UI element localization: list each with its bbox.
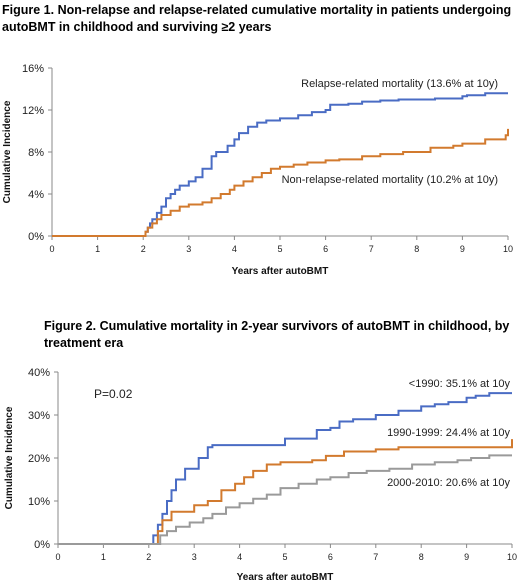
y-axis-label: Cumulative Incidence (4, 406, 15, 509)
x-axis-label: Years after autoBMT (237, 572, 334, 583)
x-tick-label: 8 (419, 552, 424, 562)
x-tick-label: 6 (323, 244, 328, 254)
y-tick-label: 40% (28, 367, 50, 379)
x-tick-label: 1 (101, 552, 106, 562)
series-label-pre1990: <1990: 35.1% at 10y (409, 378, 511, 390)
y-tick-label: 12% (22, 105, 44, 117)
y-tick-label: 20% (28, 453, 50, 465)
series-line-1990s (58, 439, 513, 545)
x-tick-label: 9 (464, 552, 469, 562)
series-line-pre1990 (58, 392, 512, 545)
series-label-nonrelapse: Non-relapse-related mortality (10.2% at … (282, 174, 498, 186)
x-tick-label: 7 (369, 244, 374, 254)
x-tick-label: 10 (503, 244, 513, 254)
series-line-relapse (52, 92, 508, 237)
x-tick-label: 3 (192, 552, 197, 562)
y-tick-label: 30% (28, 410, 50, 422)
x-tick-label: 0 (55, 552, 60, 562)
y-tick-label: 0% (34, 539, 50, 551)
x-tick-label: 8 (414, 244, 419, 254)
x-tick-label: 7 (373, 552, 378, 562)
y-tick-label: 4% (28, 189, 44, 201)
x-tick-label: 1 (95, 244, 100, 254)
x-tick-label: 4 (232, 244, 237, 254)
figure-1-chart: 0% 4% 8% 12% 16% 0 1 2 3 4 5 6 7 8 9 10 Years after auto… (2, 63, 513, 277)
series-line-nonrelapse (52, 128, 509, 237)
x-tick-label: 0 (49, 244, 54, 254)
x-tick-label: 4 (237, 552, 242, 562)
series-label-relapse: Relapse-related mortality (13.6% at 10y) (301, 78, 498, 90)
x-axis-label: Years after autoBMT (232, 266, 329, 277)
x-tick-label: 5 (277, 244, 282, 254)
x-tick-label: 2 (146, 552, 151, 562)
x-tick-label: 3 (186, 244, 191, 254)
x-tick-label: 6 (328, 552, 333, 562)
figure-2-chart: 0% 10% 20% 30% 40% 0 1 2 3 4 5 6 7 8 9 10 Years after au… (4, 367, 517, 583)
y-tick-label: 10% (28, 496, 50, 508)
x-tick-label: 9 (460, 244, 465, 254)
y-tick-label: 8% (28, 147, 44, 159)
x-tick-label: 2 (141, 244, 146, 254)
y-axis-label: Cumulative Incidence (2, 100, 13, 203)
y-tick-label: 16% (22, 63, 44, 75)
series-line-2000s (58, 454, 512, 545)
series-label-1990s: 1990-1999: 24.4% at 10y (387, 427, 510, 439)
x-tick-label: 5 (282, 552, 287, 562)
series-label-2000s: 2000-2010: 20.6% at 10y (387, 477, 510, 489)
figure-1-title: Figure 1. Non-relapse and relapse-relate… (2, 3, 512, 34)
p-value-annotation: P=0.02 (94, 387, 133, 401)
y-tick-label: 0% (28, 231, 44, 243)
figure-2-title: Figure 2. Cumulative mortality in 2-year… (44, 319, 510, 350)
x-tick-label: 10 (507, 552, 517, 562)
